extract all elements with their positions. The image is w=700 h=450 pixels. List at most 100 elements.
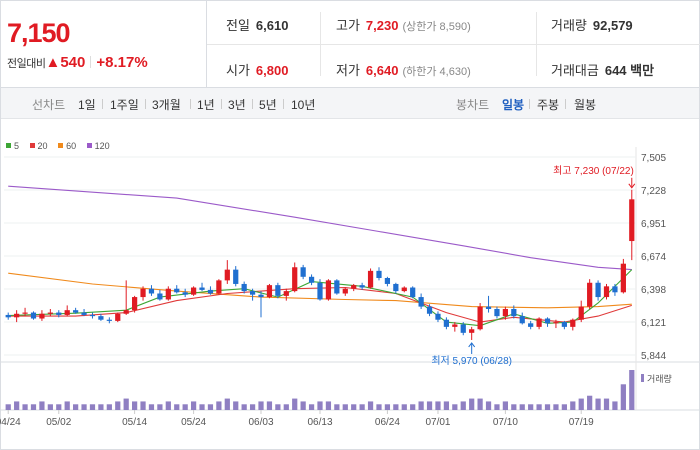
candle-body — [519, 316, 525, 324]
candle-body — [123, 310, 129, 314]
x-tick-label: 05/14 — [122, 417, 147, 428]
candle-body — [544, 318, 551, 324]
high-value: 7,230 — [365, 18, 399, 33]
candle-body — [233, 269, 239, 284]
candle-body — [570, 319, 576, 327]
volume-label: 거래량 — [551, 18, 587, 33]
candle-body — [460, 324, 466, 333]
legend-swatch — [29, 143, 35, 148]
high-label: 고가 — [336, 18, 360, 33]
volume-bar — [258, 401, 264, 410]
candle-body — [224, 269, 230, 281]
candle-body — [266, 285, 273, 298]
volume-bar — [216, 401, 222, 410]
tab-3y[interactable]: 3년 — [228, 98, 246, 112]
low-arrow-head — [468, 342, 476, 348]
volume-bar — [174, 404, 180, 410]
open-stat: 시가 6,800 — [226, 60, 288, 79]
volume-bar — [603, 398, 610, 410]
tab-daily[interactable]: 일봉 — [502, 98, 525, 112]
volume-bar — [469, 398, 475, 410]
candle-body — [553, 322, 559, 324]
x-tick-label: 06/03 — [248, 417, 273, 428]
amount-unit: 백만 — [630, 63, 655, 78]
volume-bar — [612, 401, 618, 410]
volume-bar — [393, 404, 399, 410]
volume-bar — [308, 404, 315, 410]
volume-bar — [578, 398, 584, 410]
candle-body — [595, 282, 601, 298]
tab-weekly[interactable]: 주봉 — [537, 98, 560, 112]
candle-body — [207, 289, 214, 294]
up-arrow-icon: ▲ — [45, 54, 61, 71]
candle-body — [325, 280, 332, 300]
volume-bar — [266, 401, 273, 410]
volume-bar — [292, 398, 298, 410]
x-tick-label: 07/10 — [493, 417, 518, 428]
candle-body — [603, 286, 610, 298]
volume-bar — [570, 401, 576, 410]
volume-bar — [561, 404, 567, 410]
candle-body — [292, 267, 298, 292]
divider — [529, 99, 530, 109]
candle-body — [174, 288, 180, 293]
candle-body — [47, 312, 53, 314]
divider — [536, 12, 537, 76]
candle-body — [56, 312, 62, 315]
candle-body — [317, 282, 323, 300]
candle-body — [511, 308, 517, 317]
divider — [145, 99, 146, 109]
high-annotation: 최고 7,230 (07/22) — [553, 165, 634, 177]
current-price: 7,150 — [7, 18, 71, 48]
open-value: 6,800 — [255, 63, 289, 78]
divider — [283, 99, 284, 109]
legend-ma5: 5 — [6, 141, 19, 151]
candle-body — [443, 319, 450, 327]
candle-body — [334, 280, 340, 294]
candle-body — [342, 288, 348, 294]
chart-period-tabs: 선차트 1일 1주일 3개월 1년 3년 5년 10년 봉차트 일봉 주봉 월봉 — [1, 88, 699, 119]
volume-bar — [64, 401, 70, 410]
volume-bar — [224, 398, 230, 410]
volume-bar — [595, 398, 601, 410]
tab-1w[interactable]: 1주일 — [110, 98, 139, 112]
volume-bar — [300, 401, 306, 410]
y-tick-label: 5,844 — [641, 351, 666, 362]
candle-body — [157, 293, 163, 300]
legend-swatch — [6, 143, 11, 148]
volume-bar — [359, 404, 365, 410]
volume-bar — [89, 404, 96, 410]
candle-body — [249, 291, 256, 295]
volume-bar — [157, 404, 163, 410]
candle-body — [393, 283, 399, 292]
low-annotation: 최저 5,970 (06/28) — [431, 355, 512, 367]
divider — [190, 99, 191, 109]
volume-bar — [249, 404, 256, 410]
candle-body — [140, 288, 146, 298]
x-tick-label: 06/24 — [375, 417, 400, 428]
tab-1d[interactable]: 1일 — [78, 98, 96, 112]
candle-body — [418, 297, 424, 307]
candle-body — [132, 297, 138, 311]
candle-body — [190, 287, 197, 295]
candle-body — [494, 308, 500, 317]
volume-bar — [502, 401, 508, 410]
tab-10y[interactable]: 10년 — [291, 98, 316, 112]
candle-body — [376, 270, 382, 278]
volume-bar — [98, 404, 104, 410]
volume-bar — [477, 398, 483, 410]
ma-legend: 5 20 60 120 — [6, 141, 118, 151]
candle-body — [578, 306, 584, 320]
tab-1y[interactable]: 1년 — [197, 98, 215, 112]
volume-bar — [115, 401, 121, 410]
candle-body — [401, 287, 407, 292]
volume-bar — [485, 401, 492, 410]
volume-bar — [418, 401, 424, 410]
candle-body — [384, 277, 391, 284]
volume-bar — [519, 404, 525, 410]
tab-3m[interactable]: 3개월 — [152, 98, 181, 112]
candle-chart-label: 봉차트 — [456, 98, 490, 112]
tab-5y[interactable]: 5년 — [259, 98, 277, 112]
candle-body — [587, 282, 593, 307]
tab-monthly[interactable]: 월봉 — [574, 98, 597, 112]
